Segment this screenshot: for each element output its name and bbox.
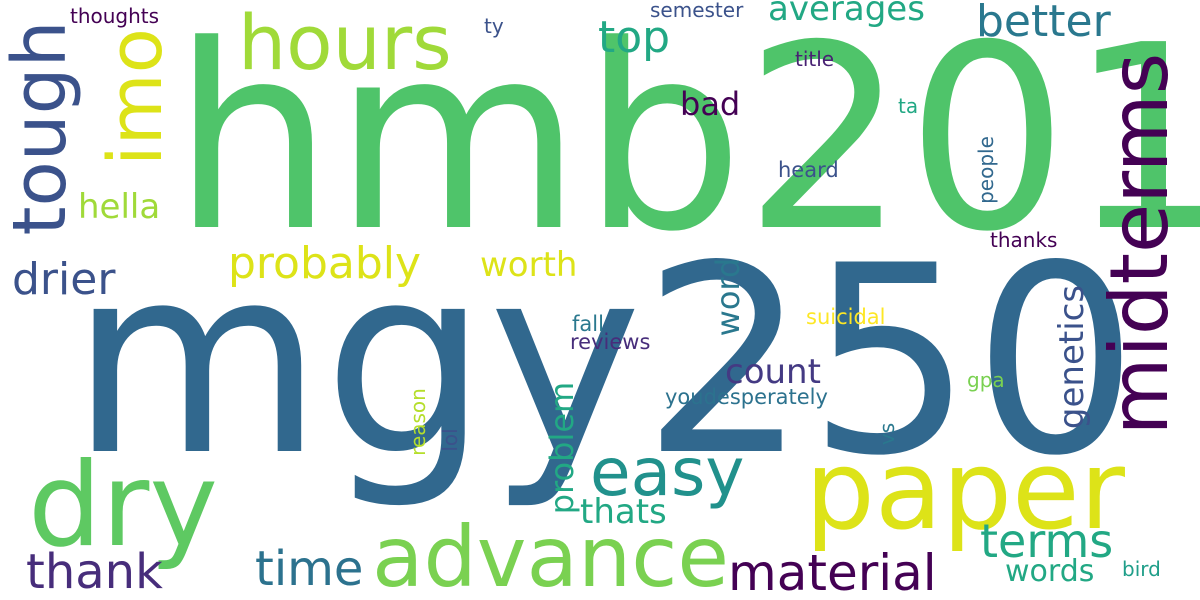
word-problem: problem: [543, 381, 581, 515]
word-hmb201: hmb201: [172, 0, 1200, 288]
word-fall: fall: [572, 312, 604, 336]
word-bird: bird: [1122, 557, 1161, 581]
word-reviews: reviews: [570, 330, 651, 354]
word-thats: thats: [580, 492, 667, 532]
word-top: top: [598, 12, 671, 63]
word-lol: lol: [438, 428, 462, 452]
word-title: title: [795, 47, 835, 71]
word-genetics: genetics: [1052, 284, 1092, 430]
word-advance: advance: [372, 508, 730, 600]
word-vs: vs: [875, 422, 899, 446]
word-thank: thank: [26, 544, 163, 600]
word-thanks: thanks: [990, 228, 1058, 252]
word-easy: easy: [590, 434, 745, 511]
word-imo: imo: [93, 28, 179, 166]
word-heard: heard: [778, 158, 839, 182]
word-word: word: [709, 257, 747, 337]
word-youdesperately: youdesperately: [665, 385, 828, 409]
word-drier: drier: [12, 254, 116, 305]
word-people: people: [974, 136, 998, 204]
word-time: time: [255, 541, 364, 597]
word-suicidal: suicidal: [806, 305, 886, 329]
word-dry: dry: [28, 438, 218, 573]
word-semester: semester: [650, 0, 744, 22]
word-averages: averages: [768, 0, 925, 29]
word-gpa: gpa: [967, 368, 1005, 392]
word-midterms: midterms: [1093, 52, 1186, 436]
word-tough: tough: [0, 20, 83, 236]
word-terms: terms: [980, 514, 1114, 568]
word-hours: hours: [238, 0, 452, 87]
word-ta: ta: [898, 94, 919, 118]
word-worth: worth: [480, 245, 578, 285]
word-ty: ty: [484, 14, 504, 38]
word-mgy250: mgy250: [70, 211, 1139, 513]
word-thoughts: thoughts: [70, 4, 160, 28]
word-probably: probably: [228, 238, 422, 289]
word-words: words: [1005, 554, 1095, 589]
word-hella: hella: [78, 187, 161, 227]
word-better: better: [976, 0, 1111, 47]
word-reason: reason: [406, 388, 430, 456]
word-count: count: [725, 352, 821, 392]
word-bad: bad: [680, 85, 741, 123]
word-paper: paper: [805, 426, 1125, 554]
word-material: material: [728, 544, 937, 600]
